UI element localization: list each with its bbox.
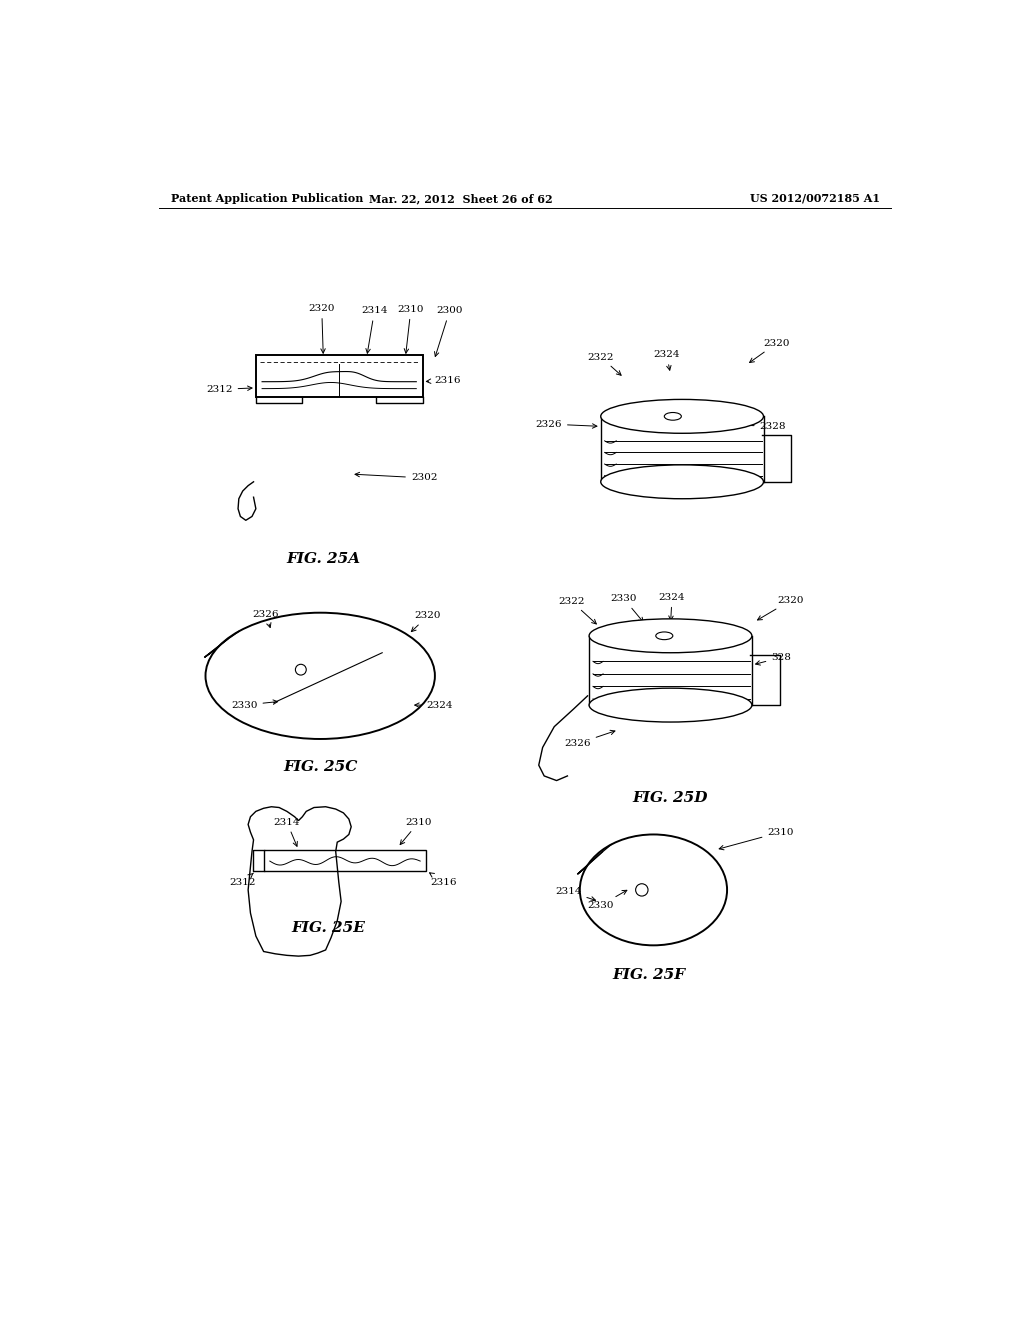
Text: 2330: 2330 — [588, 890, 627, 909]
Text: 2302: 2302 — [355, 473, 437, 482]
Text: Patent Application Publication: Patent Application Publication — [171, 193, 362, 205]
Text: 328: 328 — [756, 653, 792, 665]
Text: 2324: 2324 — [653, 350, 680, 370]
Text: FIG. 25F: FIG. 25F — [612, 968, 685, 982]
Text: 2326: 2326 — [536, 420, 597, 429]
Text: 2326: 2326 — [253, 610, 280, 627]
Text: 2320: 2320 — [412, 611, 441, 631]
Text: 2314: 2314 — [273, 817, 300, 846]
Text: 2328: 2328 — [716, 422, 786, 430]
Text: 2310: 2310 — [719, 828, 794, 850]
Ellipse shape — [589, 619, 752, 653]
Text: 2320: 2320 — [750, 339, 790, 363]
Text: 2330: 2330 — [231, 700, 278, 710]
Text: 2322: 2322 — [588, 352, 622, 375]
Text: FIG. 25C: FIG. 25C — [283, 760, 357, 774]
Text: 2312: 2312 — [206, 385, 252, 393]
Text: 2300: 2300 — [434, 306, 463, 356]
Text: FIG. 25A: FIG. 25A — [287, 552, 360, 566]
Text: 2316: 2316 — [430, 873, 457, 887]
Text: 2326: 2326 — [564, 730, 615, 748]
Text: 2316: 2316 — [426, 376, 461, 384]
Text: Mar. 22, 2012  Sheet 26 of 62: Mar. 22, 2012 Sheet 26 of 62 — [370, 193, 553, 205]
Text: 2320: 2320 — [308, 304, 335, 354]
Text: 2314: 2314 — [555, 887, 596, 902]
Text: 2324: 2324 — [658, 593, 685, 620]
Text: 2310: 2310 — [397, 305, 424, 354]
Text: 2330: 2330 — [610, 594, 643, 622]
Text: 2312: 2312 — [229, 873, 256, 887]
Text: 2322: 2322 — [558, 597, 596, 624]
Text: FIG. 25D: FIG. 25D — [633, 791, 709, 804]
Text: US 2012/0072185 A1: US 2012/0072185 A1 — [750, 193, 880, 205]
Text: FIG. 25B: FIG. 25B — [633, 483, 708, 496]
Text: 2324: 2324 — [415, 701, 453, 710]
Ellipse shape — [601, 400, 764, 433]
Text: FIG. 25E: FIG. 25E — [291, 921, 365, 936]
Text: 2310: 2310 — [400, 817, 432, 845]
Text: 2320: 2320 — [758, 595, 804, 620]
Ellipse shape — [589, 688, 752, 722]
Text: 2314: 2314 — [361, 306, 388, 354]
Ellipse shape — [601, 465, 764, 499]
